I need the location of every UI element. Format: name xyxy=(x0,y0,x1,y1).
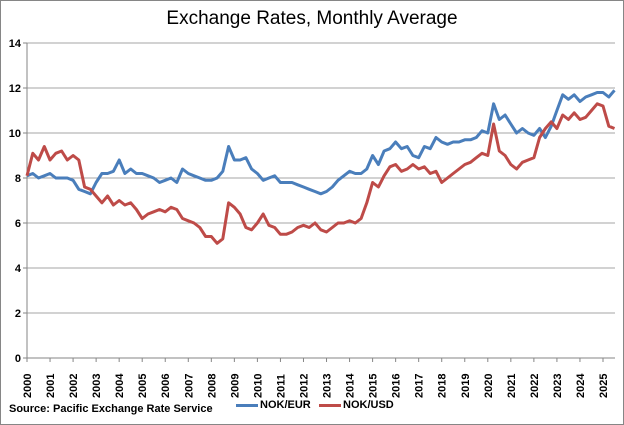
x-tick-label: 2002 xyxy=(68,374,80,398)
legend-swatch-eur xyxy=(236,403,258,407)
x-tick-label: 2013 xyxy=(322,374,334,398)
y-tick-label: 6 xyxy=(15,218,21,230)
y-tick-label: 2 xyxy=(15,308,21,320)
x-tick-label: 2019 xyxy=(460,374,472,398)
x-tick-label: 2003 xyxy=(91,374,103,398)
x-tick-label: 2021 xyxy=(506,374,518,398)
legend-label-eur: NOK/EUR xyxy=(260,399,311,411)
legend-item-eur: NOK/EUR xyxy=(236,399,311,411)
x-tick-label: 2012 xyxy=(298,374,310,398)
y-tick-label: 4 xyxy=(15,263,22,275)
y-tick-label: 8 xyxy=(15,173,21,185)
x-tick-label: 2020 xyxy=(483,374,495,398)
x-tick-label: 2025 xyxy=(598,374,610,398)
source-note: Source: Pacific Exchange Rate Service xyxy=(9,403,213,415)
x-tick-label: 2018 xyxy=(437,374,449,398)
x-tick-label: 2009 xyxy=(229,374,241,398)
legend-label-usd: NOK/USD xyxy=(343,399,394,411)
series-line-nok-usd xyxy=(25,102,616,245)
y-tick-label: 10 xyxy=(9,128,21,140)
series-line-nok-eur xyxy=(26,89,616,196)
x-tick-label: 2015 xyxy=(368,374,380,398)
x-tick-label: 2000 xyxy=(22,374,34,398)
legend-swatch-usd xyxy=(319,403,341,407)
x-tick-label: 2011 xyxy=(275,374,287,398)
x-tick-label: 2016 xyxy=(391,374,403,398)
y-tick-label: 12 xyxy=(9,83,21,95)
legend-item-usd: NOK/USD xyxy=(319,399,394,411)
x-tick-label: 2005 xyxy=(137,374,149,398)
x-tick-label: 2014 xyxy=(345,373,357,398)
x-tick-label: 2024 xyxy=(575,373,587,398)
y-tick-label: 0 xyxy=(15,353,21,365)
y-tick-label: 14 xyxy=(9,38,22,50)
x-tick-label: 2023 xyxy=(552,374,564,398)
x-tick-label: 2008 xyxy=(206,374,218,398)
x-tick-label: 2001 xyxy=(45,374,57,398)
x-tick-label: 2017 xyxy=(414,374,426,398)
x-tick-label: 2006 xyxy=(160,374,172,398)
x-tick-label: 2022 xyxy=(529,374,541,398)
x-tick-label: 2007 xyxy=(183,374,195,398)
chart-title: Exchange Rates, Monthly Average xyxy=(166,8,458,29)
x-tick-label: 2010 xyxy=(252,374,264,398)
x-tick-label: 2004 xyxy=(114,373,126,398)
